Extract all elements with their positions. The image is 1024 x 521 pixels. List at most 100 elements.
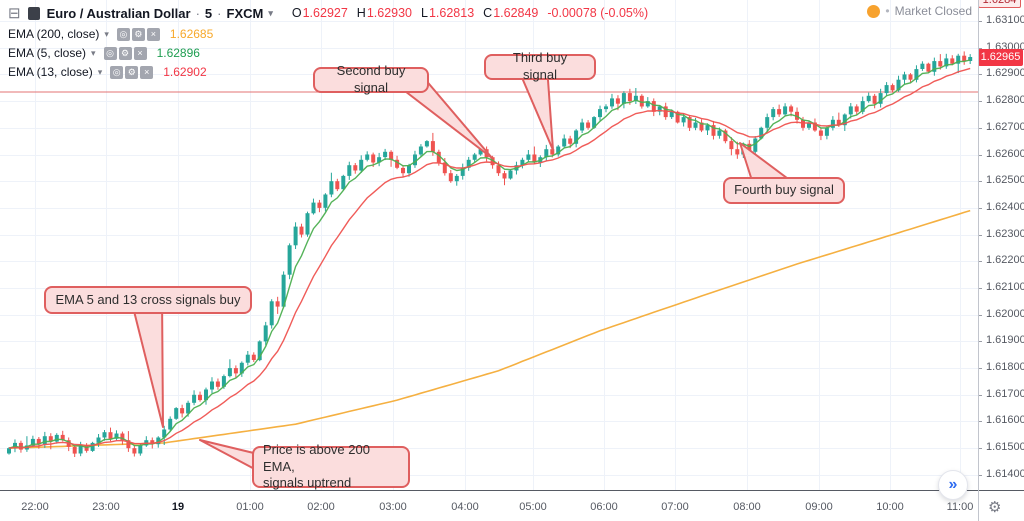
time-tick-label: 05:00 xyxy=(519,501,547,513)
ema-5-line[interactable] xyxy=(8,59,971,449)
price-tick-label: 1.62600 xyxy=(978,148,1024,160)
status-bullet-icon: • xyxy=(885,4,890,18)
price-tick-label: 1.61900 xyxy=(978,334,1024,346)
remove-indicator-close-icon[interactable]: × xyxy=(140,65,154,79)
ohlc-readout: O 1.62927 H 1.62930 L 1.62813 C 1.62849 -0.0… xyxy=(292,6,648,20)
time-tick-label: 06:00 xyxy=(590,501,618,513)
callout-text: EMA 5 and 13 cross signals buy xyxy=(55,291,241,307)
callout-ema-cross[interactable]: EMA 5 and 13 cross signals buy xyxy=(44,286,252,314)
chevron-down-icon: ▾ xyxy=(104,28,109,39)
indicator-actions: ◎ ⚙ × xyxy=(110,65,154,79)
indicator-actions: ◎ ⚙ × xyxy=(103,46,147,60)
callout-text: Fourth buy signal xyxy=(734,182,834,198)
high-label: H xyxy=(356,6,366,20)
indicator-label: EMA (13, close) xyxy=(8,65,93,79)
chart-settings-gear-icon[interactable]: ⚙ xyxy=(988,499,1002,516)
chevron-down-icon: ▾ xyxy=(97,66,103,77)
time-tick-label: 09:00 xyxy=(805,501,833,513)
close-value: 1.62849 xyxy=(493,6,539,20)
symbol-name: Euro / Australian Dollar xyxy=(46,5,191,21)
price-axis[interactable]: 1.6284 1.62965 1.63100 1.63000 1.62900 1.62… xyxy=(978,0,1024,490)
time-tick-label: 08:00 xyxy=(733,501,761,513)
open-label: O xyxy=(291,6,302,20)
last-price-badge: 1.62965 xyxy=(978,49,1023,66)
price-tick-label: 1.61700 xyxy=(978,388,1024,400)
time-tick-label: 02:00 xyxy=(307,501,335,513)
price-tick-label: 1.62100 xyxy=(978,281,1024,293)
callout-second-buy-signal[interactable]: Second buy signal xyxy=(313,63,429,95)
price-tick-label: 1.61500 xyxy=(978,441,1024,453)
price-tick-label: 1.63100 xyxy=(978,14,1024,26)
callout-fourth-buy-signal[interactable]: Fourth buy signal xyxy=(723,177,845,204)
low-value: 1.62813 xyxy=(428,6,475,20)
price-tick-label: 1.62300 xyxy=(978,228,1024,240)
low-label: L xyxy=(421,6,428,20)
price-tick-label: 1.61800 xyxy=(978,361,1024,373)
callout-text: Price is above 200 EMA, xyxy=(263,441,370,474)
price-tick-label: 1.61600 xyxy=(978,414,1024,426)
price-tick-label: 1.62000 xyxy=(978,308,1024,320)
callout-text: Third buy signal xyxy=(512,50,568,82)
legend-row-ema-13[interactable]: EMA (13, close) ▾ ◎ ⚙ × 1.62902 xyxy=(8,64,207,80)
data-warning-icon[interactable] xyxy=(867,4,881,18)
double-chevron-right-icon: » xyxy=(948,476,958,493)
time-axis[interactable]: ⚙ 22:00 23:00 19 01:00 02:00 03:00 04:00 05:00 0… xyxy=(0,490,1024,521)
time-tick-label: 04:00 xyxy=(451,501,479,513)
time-tick-label: 10:00 xyxy=(876,501,904,513)
remove-indicator-close-icon[interactable]: × xyxy=(146,27,160,41)
chevron-down-icon: ▾ xyxy=(268,7,273,18)
price-tick-label: 1.62500 xyxy=(978,174,1024,186)
go-to-realtime-button[interactable]: » xyxy=(938,470,968,500)
hide-indicator-eye-icon[interactable]: ◎ xyxy=(110,65,124,79)
axis-divider xyxy=(978,0,979,521)
time-tick-label: 22:00 xyxy=(21,501,49,513)
indicator-value: 1.62896 xyxy=(156,46,200,60)
price-tick-label: 1.62700 xyxy=(978,121,1024,133)
separator: · xyxy=(217,5,222,21)
change-value: -0.00078 (-0.05%) xyxy=(547,6,649,20)
time-tick-label: 23:00 xyxy=(92,501,120,513)
interval-label: 5 xyxy=(204,5,213,21)
legend-row-ema-200[interactable]: EMA (200, close) ▾ ◎ ⚙ × 1.62685 xyxy=(8,26,213,42)
time-tick-label: 03:00 xyxy=(379,501,407,513)
indicator-value: 1.62902 xyxy=(163,65,207,79)
exchange-label: FXCM xyxy=(226,5,264,21)
indicator-value: 1.62685 xyxy=(169,27,214,41)
callout-price-above-200ema[interactable]: Price is above 200 EMA, signals uptrend xyxy=(252,442,410,490)
ema-13-line[interactable] xyxy=(8,67,971,449)
ema-200-line[interactable] xyxy=(8,209,971,449)
indicator-settings-gear-icon[interactable]: ⚙ xyxy=(118,46,132,60)
close-label: C xyxy=(483,6,493,20)
indicator-settings-gear-icon[interactable]: ⚙ xyxy=(131,27,145,41)
remove-indicator-close-icon[interactable]: × xyxy=(133,46,147,60)
symbol-title[interactable]: Euro / Australian Dollar · 5 · FXCM ▾ xyxy=(47,6,273,21)
time-tick-label: 01:00 xyxy=(236,501,264,513)
price-tick-label: 1.62800 xyxy=(978,94,1024,106)
callout-text: Second buy signal xyxy=(336,63,406,95)
chevron-down-icon: ▾ xyxy=(91,47,96,58)
market-status-text: Market Closed xyxy=(894,4,972,18)
callout-third-buy-signal[interactable]: Third buy signal xyxy=(484,50,596,82)
hide-indicator-eye-icon[interactable]: ◎ xyxy=(103,46,117,60)
separator: · xyxy=(195,5,200,21)
indicator-label: EMA (5, close) xyxy=(8,46,87,60)
callout-text: signals uptrend xyxy=(263,475,352,491)
chart-header: ⊟ Euro / Australian Dollar · 5 · FXCM ▾ … xyxy=(8,3,648,23)
time-tick-label: 11:00 xyxy=(946,501,974,513)
collapse-panel-icon[interactable]: ⊟ xyxy=(8,4,21,22)
clipped-price-label: 1.6284 xyxy=(978,0,1021,8)
symbol-logo-icon xyxy=(27,6,40,20)
indicator-settings-gear-icon[interactable]: ⚙ xyxy=(125,65,139,79)
chart-canvas[interactable]: EMA 5 and 13 cross signals buy Price is … xyxy=(0,0,978,500)
price-tick-label: 1.62900 xyxy=(978,67,1024,79)
time-tick-label: 19 xyxy=(171,501,185,513)
high-value: 1.62930 xyxy=(366,6,413,20)
hide-indicator-eye-icon[interactable]: ◎ xyxy=(116,27,130,41)
legend-row-ema-5[interactable]: EMA (5, close) ▾ ◎ ⚙ × 1.62896 xyxy=(8,45,200,61)
time-tick-label: 07:00 xyxy=(661,501,689,513)
indicator-label: EMA (200, close) xyxy=(8,27,100,41)
indicator-actions: ◎ ⚙ × xyxy=(116,27,160,41)
price-tick-label: 1.62400 xyxy=(978,201,1024,213)
price-tick-label: 1.62200 xyxy=(978,254,1024,266)
